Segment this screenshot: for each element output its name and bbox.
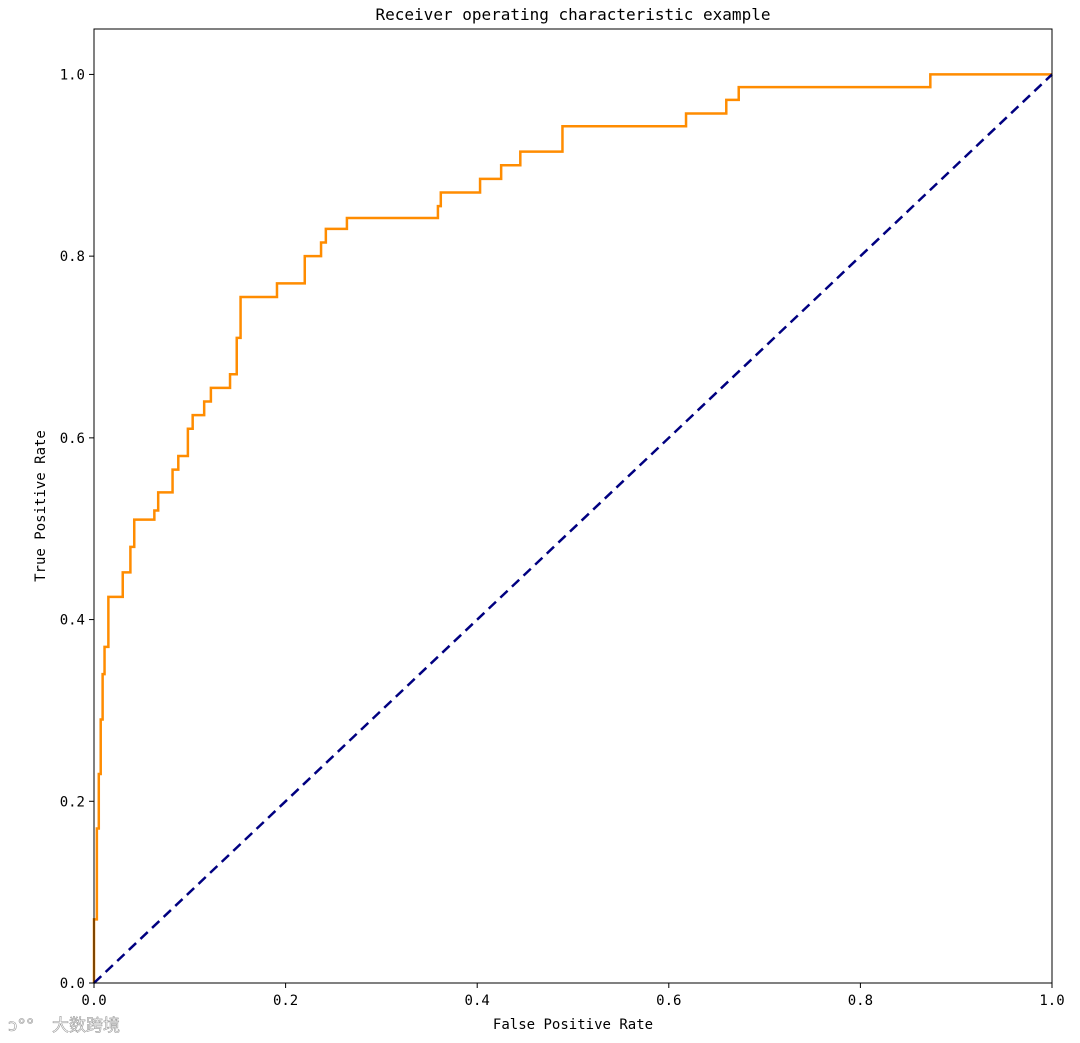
x-tick-label: 1.0 xyxy=(1039,993,1064,1009)
y-axis-ticks: 0.0 0.2 0.4 0.6 0.8 1.0 xyxy=(60,67,94,992)
y-tick-label: 1.0 xyxy=(60,67,85,83)
chance-diagonal-line xyxy=(93,73,1053,984)
watermark-text: 大数跨境 xyxy=(52,1016,120,1036)
x-tick-label: 0.6 xyxy=(656,993,681,1009)
y-tick-label: 0.4 xyxy=(60,613,85,629)
y-tick-label: 0.2 xyxy=(60,794,85,810)
x-tick-label: 0.0 xyxy=(81,993,106,1009)
watermark: ↄ°° 大数跨境 xyxy=(8,1016,121,1037)
x-axis-label: False Positive Rate xyxy=(493,1017,653,1033)
plot-area xyxy=(92,28,1053,984)
series-layer xyxy=(92,73,1053,984)
y-axis-label: True Positive Rate xyxy=(33,430,49,582)
x-tick-label: 0.4 xyxy=(465,993,490,1009)
x-tick-label: 0.2 xyxy=(273,993,298,1009)
y-tick-label: 0.6 xyxy=(60,431,85,447)
y-tick-label: 0.0 xyxy=(60,976,85,992)
x-tick-label: 0.8 xyxy=(848,993,873,1009)
chart-title: Receiver operating characteristic exampl… xyxy=(376,5,771,24)
x-axis-ticks: 0.0 0.2 0.4 0.6 0.8 1.0 xyxy=(81,983,1065,1009)
roc-curve-line xyxy=(92,73,1052,983)
watermark-logo-icon: ↄ°° xyxy=(8,1016,34,1036)
y-tick-label: 0.8 xyxy=(60,249,85,265)
axes-frame xyxy=(93,28,1053,984)
